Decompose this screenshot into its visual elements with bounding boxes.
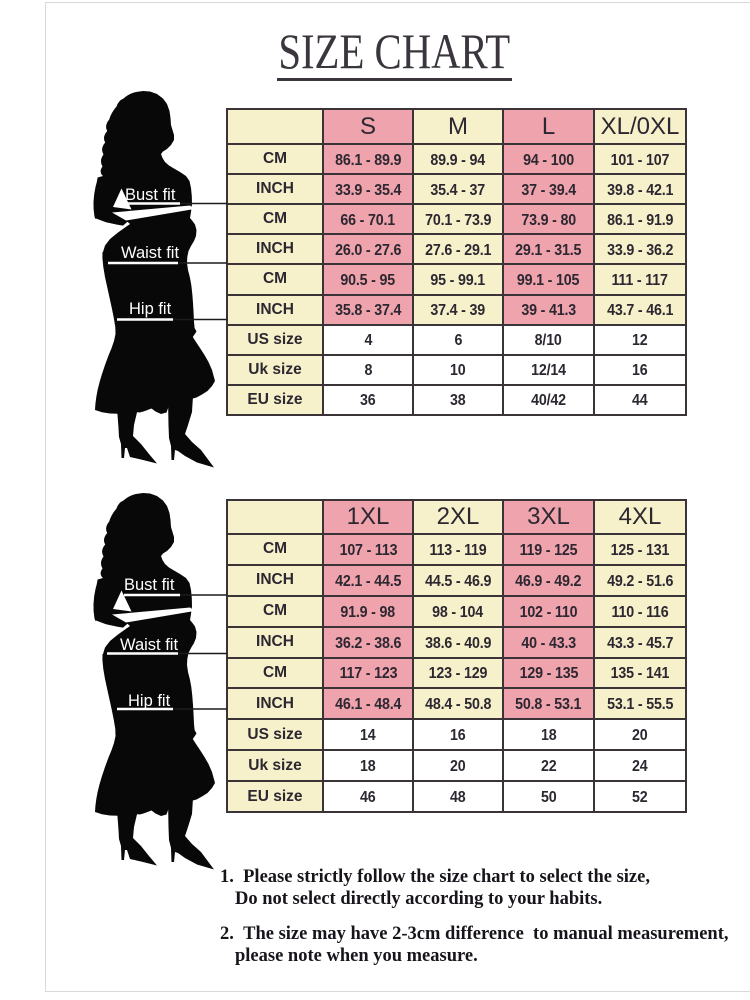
svg-text:Bust fit: Bust fit <box>124 576 175 594</box>
svg-text:Hip fit: Hip fit <box>128 692 171 710</box>
svg-text:Bust fit: Bust fit <box>125 186 176 204</box>
svg-text:Hip fit: Hip fit <box>129 300 172 318</box>
svg-text:Waist fit: Waist fit <box>121 244 179 262</box>
svg-text:Waist fit: Waist fit <box>120 636 178 654</box>
